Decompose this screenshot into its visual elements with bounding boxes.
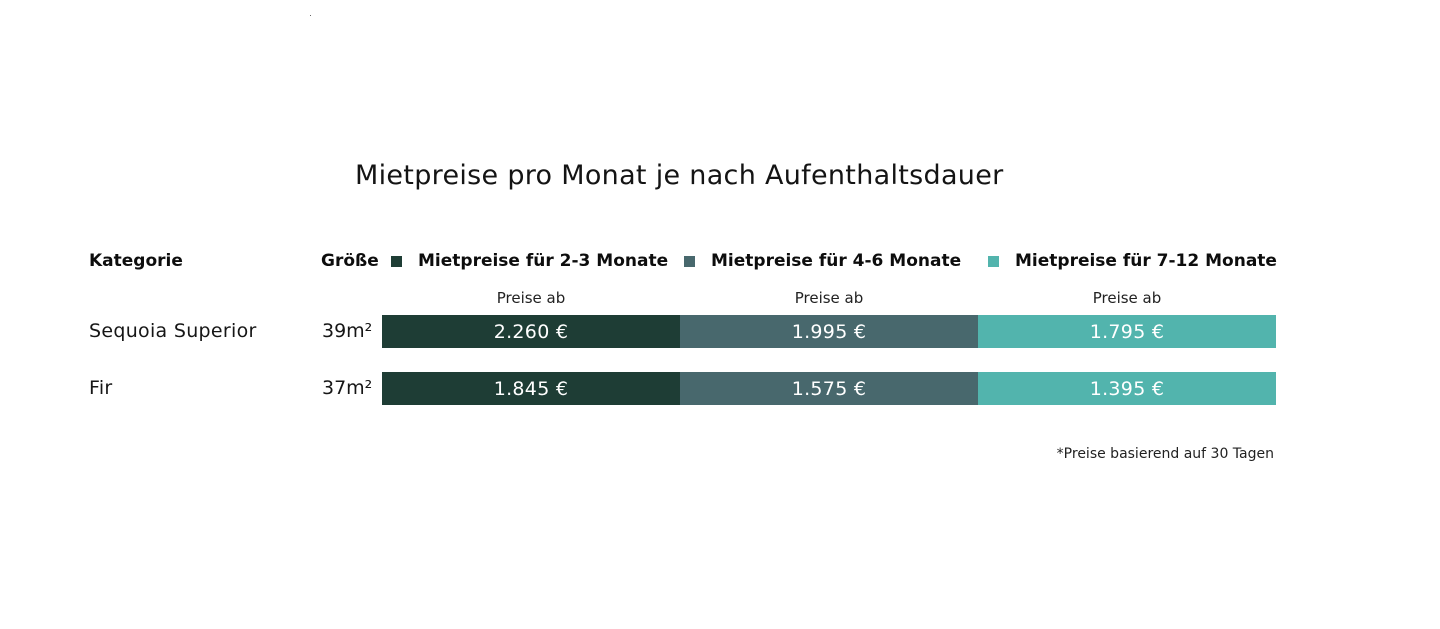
price-cell-2-3-months: 2.260 €	[382, 315, 680, 348]
stray-dot	[310, 15, 311, 16]
price-cell-2-3-months: 1.845 €	[382, 372, 680, 405]
legend-swatch-icon	[391, 255, 402, 267]
subheader-price-from: Preise ab	[1092, 289, 1162, 307]
column-header-kategorie: Kategorie	[89, 251, 183, 271]
subheader-price-from: Preise ab	[496, 289, 566, 307]
price-bar-row: 2.260 € 1.995 € 1.795 €	[382, 315, 1276, 348]
price-cell-4-6-months: 1.995 €	[680, 315, 978, 348]
legend-label: Mietpreise für 4-6 Monate	[711, 251, 962, 271]
legend-label: Mietpreise für 2-3 Monate	[418, 251, 669, 271]
page-title: Mietpreise pro Monat je nach Aufenthalts…	[355, 160, 1004, 191]
legend-swatch-icon	[684, 255, 695, 267]
legend-item-2-3-months: Mietpreise für 2-3 Monate	[391, 251, 668, 271]
price-bar-row: 1.845 € 1.575 € 1.395 €	[382, 372, 1276, 405]
row-size: 37m²	[322, 377, 373, 399]
subheader-price-from: Preise ab	[794, 289, 864, 307]
legend-item-4-6-months: Mietpreise für 4-6 Monate	[684, 251, 961, 271]
legend-swatch-icon	[988, 255, 999, 267]
column-header-groesse: Größe	[321, 251, 379, 271]
row-category-sequoia-superior: Sequoia Superior	[89, 320, 257, 342]
legend-label: Mietpreise für 7-12 Monate	[1015, 251, 1277, 271]
price-cell-7-12-months: 1.395 €	[978, 372, 1276, 405]
row-size: 39m²	[322, 320, 373, 342]
price-cell-4-6-months: 1.575 €	[680, 372, 978, 405]
price-cell-7-12-months: 1.795 €	[978, 315, 1276, 348]
legend-item-7-12-months: Mietpreise für 7-12 Monate	[988, 251, 1277, 271]
row-category-fir: Fir	[89, 377, 113, 399]
footnote: *Preise basierend auf 30 Tagen	[1056, 446, 1274, 462]
